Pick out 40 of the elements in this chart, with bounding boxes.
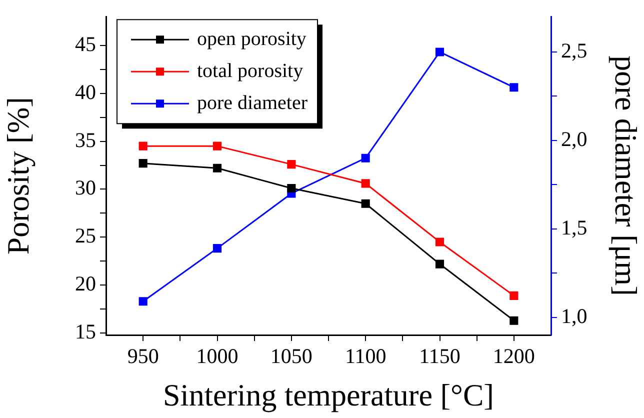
legend-label: pore diameter (197, 92, 308, 114)
y2-tick-label: 2,0 (561, 126, 588, 151)
y-tick-label: 15 (75, 320, 96, 344)
point (435, 260, 444, 268)
y-tick-label: 45 (75, 32, 96, 56)
point (510, 291, 518, 300)
point (212, 244, 222, 253)
point (287, 184, 296, 193)
y2-tick-label: 1,0 (561, 304, 588, 328)
y-tick-label: 25 (75, 224, 96, 248)
point (435, 48, 444, 56)
legend-label: open porosity (197, 28, 306, 50)
point (510, 83, 518, 92)
point (435, 238, 444, 246)
x-tick-label: 1050 (270, 344, 312, 368)
point (138, 297, 148, 306)
x-tick-label: 1200 (492, 344, 535, 368)
x-tick-label: 950 (127, 344, 159, 368)
y-tick-label: 30 (75, 176, 96, 200)
point (212, 142, 222, 150)
y-tick-label: 35 (75, 128, 96, 152)
point (287, 160, 296, 169)
point (510, 316, 518, 325)
x-tick-label: 1000 (196, 344, 238, 368)
y2-tick-label: 2,5 (561, 38, 588, 62)
y2-axis-title: pore diameter [μm] (608, 56, 644, 296)
point (138, 159, 148, 168)
y-tick-label: 40 (75, 80, 96, 104)
x-tick-label: 1150 (419, 344, 460, 368)
point (361, 154, 370, 162)
point (138, 142, 148, 150)
y2-tick-label: 1,5 (561, 215, 588, 240)
x-tick-label: 1100 (344, 344, 386, 368)
point (212, 164, 222, 172)
x-axis-title: Sintering temperature [°C] (163, 378, 494, 413)
point (361, 179, 370, 188)
point (361, 199, 370, 208)
y-tick-label: 20 (75, 272, 96, 296)
legend-label: total porosity (197, 60, 304, 82)
y-axis-title: Porosity [%] (0, 97, 36, 255)
